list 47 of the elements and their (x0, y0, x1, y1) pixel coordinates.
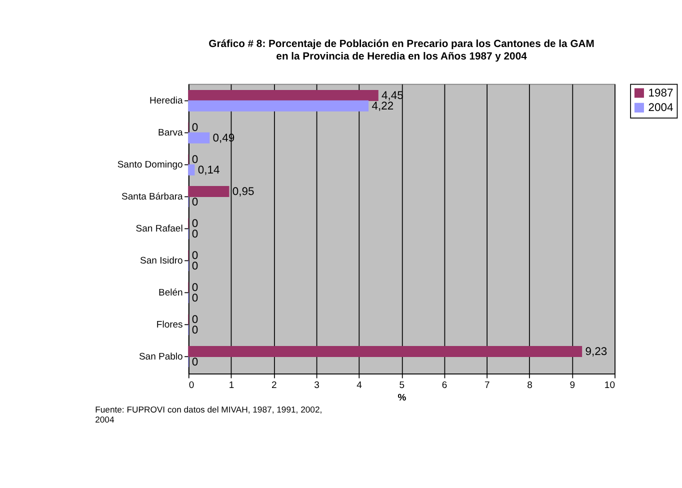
data-label: 0 (192, 314, 198, 326)
data-label: 0 (192, 250, 198, 262)
legend-label: 2004 (648, 102, 674, 114)
data-label: 0 (192, 196, 198, 208)
data-label: 0 (192, 324, 198, 336)
data-label: 0 (192, 356, 198, 368)
y-tick-label: Flores (156, 319, 184, 330)
bar (188, 100, 369, 112)
bar (188, 90, 378, 102)
data-label: 0 (192, 154, 198, 166)
y-tick-label: San Rafael (136, 223, 183, 234)
x-tick-label: 4 (356, 380, 362, 391)
y-tick-label: Barva (158, 127, 184, 138)
x-tick-label: 6 (442, 380, 448, 391)
x-tick-label: 8 (527, 380, 532, 391)
x-tick-label: 3 (314, 380, 320, 391)
bar (188, 346, 582, 357)
legend-label: 1987 (648, 87, 674, 100)
y-tick-label: Santo Domingo (117, 159, 183, 170)
y-tick-label: Heredia (150, 95, 184, 106)
x-tick-label: 1 (228, 380, 234, 391)
chart-title: Gráfico # 8: Porcentaje de Población en Precario para los Cantones de la GAM en la Provincia de Heredia en los Años 1987 y 2004 (208, 39, 594, 62)
source-note: Fuente: FUPROVI con datos del MIVAH, 1987, 1991, 2002, 2004 (95, 404, 322, 425)
data-label: 0 (192, 292, 198, 304)
data-label: 0 (192, 282, 198, 294)
x-tick-label: 9 (570, 380, 576, 391)
data-label: 0 (192, 122, 198, 134)
bar (188, 186, 230, 198)
data-label: 9,23 (585, 346, 608, 358)
bar (188, 132, 210, 144)
x-tick-label: 0 (188, 380, 194, 391)
y-tick-label: San Isidro (140, 255, 183, 266)
x-tick-label: 7 (484, 380, 490, 391)
y-tick-label: San Pablo (138, 351, 183, 362)
x-tick-label: 10 (604, 380, 616, 391)
x-tick-label: 5 (399, 380, 405, 391)
data-label: 0 (192, 260, 198, 272)
data-label: 0,95 (232, 186, 254, 198)
data-label: 0 (192, 228, 198, 240)
x-axis-title: % (398, 392, 407, 404)
data-label: 0,14 (198, 164, 220, 176)
data-label: 4,22 (372, 100, 394, 112)
x-tick-label: 2 (271, 380, 277, 391)
y-tick-label: Belén (158, 287, 183, 298)
y-tick-label: Santa Bárbara (122, 191, 184, 202)
bar (188, 164, 195, 176)
data-label: 0 (192, 218, 198, 230)
